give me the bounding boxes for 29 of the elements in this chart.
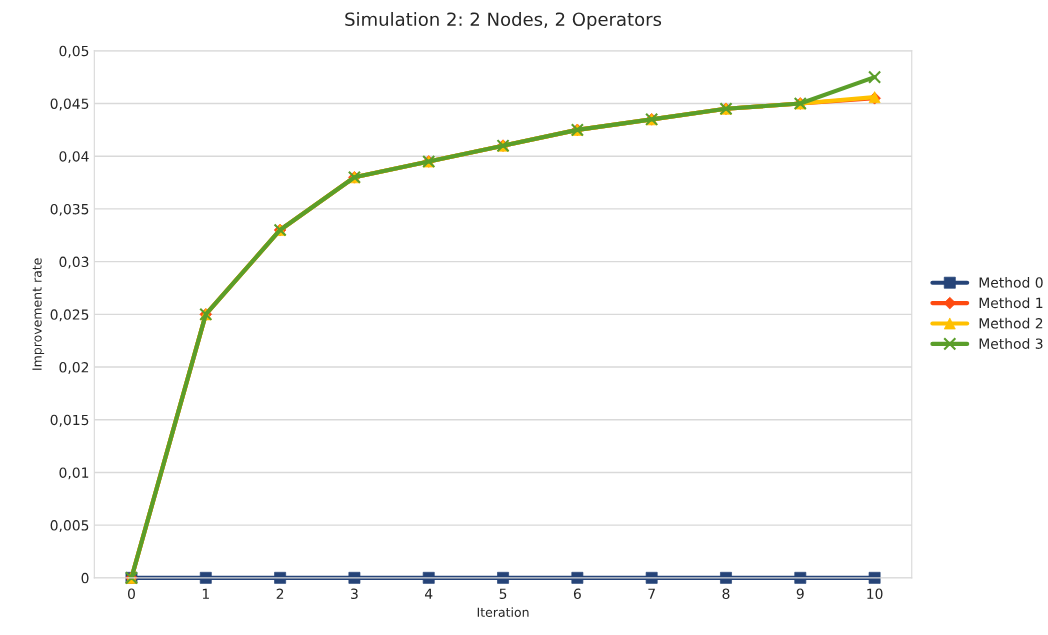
legend-label: Method 2 (979, 317, 1043, 329)
x-tick-label: 5 (499, 588, 507, 600)
chart-title: Simulation 2: 2 Nodes, 2 Operators (345, 12, 662, 30)
legend-label: Method 1 (979, 297, 1043, 309)
x-tick-label: 6 (573, 588, 581, 600)
y-tick-label: 0,05 (59, 45, 89, 58)
y-tick-label: 0,045 (50, 98, 89, 111)
y-tick-label: 0,04 (59, 151, 89, 164)
y-tick-label: 0,005 (50, 520, 89, 533)
x-tick-label: 10 (867, 588, 883, 600)
y-tick-label: 0,02 (59, 362, 89, 374)
y-axis-title: Improvement rate (32, 258, 45, 370)
x-tick-label: 1 (202, 588, 209, 599)
x-tick-label: 2 (276, 588, 284, 599)
y-tick-label: 0,03 (59, 256, 89, 269)
x-tick-label: 4 (424, 588, 433, 599)
legend-label: Method 0 (979, 277, 1043, 288)
y-tick-label: 0 (81, 572, 89, 584)
y-tick-label: 0,035 (50, 203, 89, 216)
x-tick-label: 7 (648, 588, 655, 599)
x-tick-label: 8 (722, 588, 730, 600)
x-axis-title: Iteration (477, 607, 529, 617)
y-tick-label: 0,025 (50, 309, 89, 322)
x-tick-label: 0 (127, 588, 135, 600)
x-tick-label: 9 (796, 588, 804, 600)
legend-label: Method 3 (979, 338, 1043, 349)
x-tick-label: 3 (351, 588, 358, 600)
y-tick-label: 0,01 (59, 467, 89, 480)
y-tick-label: 0,015 (50, 414, 89, 427)
